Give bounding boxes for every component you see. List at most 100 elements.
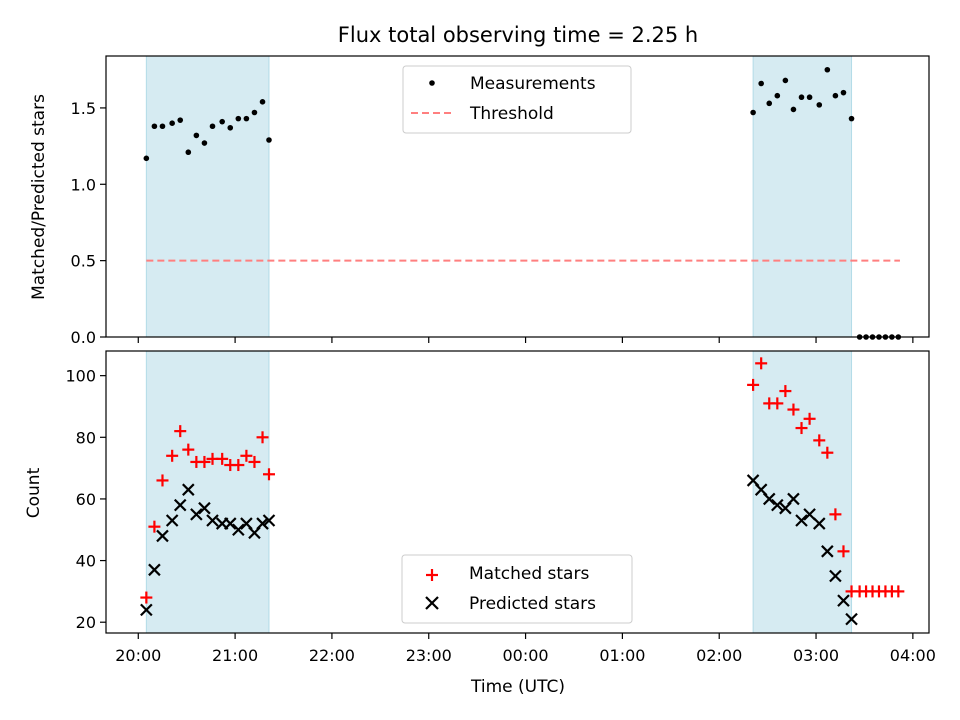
x-stroke [190, 508, 203, 521]
predicted-star-point [165, 514, 179, 527]
measurement-point [201, 140, 208, 146]
x-stroke [845, 612, 858, 626]
bottom-plot-frame [105, 350, 930, 634]
measurement-point [790, 106, 797, 113]
x-stroke [256, 517, 269, 530]
matched-star-point [166, 449, 179, 462]
measurement-point [151, 123, 158, 130]
x-stroke [165, 514, 179, 527]
measurement-point [806, 94, 813, 101]
top-axis-ticks: 0.0 0.5 1.0 1.5 [71, 99, 914, 347]
measurement-point [750, 109, 756, 116]
matched-star-point [248, 455, 261, 468]
x-stroke [754, 483, 768, 496]
matched-star-point [755, 357, 768, 370]
predicted-star-point [223, 517, 237, 530]
measurement-point [782, 77, 789, 84]
measurement-point [758, 80, 764, 87]
x-stroke [232, 523, 245, 537]
y-tick-label: 40 [76, 552, 96, 571]
legend-measurements-label: Measurements [470, 74, 596, 94]
legend-predicted-label: Predicted stars [469, 594, 596, 614]
predicted-star-point [787, 492, 800, 506]
bottom-axis-ticks: 20 40 60 80 100 20:00 21:00 22:00 23:00 00:00 01:0… [65, 367, 935, 665]
measurement-point [832, 92, 839, 99]
y-tick-label: 0.5 [71, 252, 96, 271]
measurement-point [143, 155, 150, 162]
x-stroke [821, 545, 834, 558]
predicted-star-point [837, 594, 850, 607]
top-y-axis-label: Matched/Predicted stars [29, 94, 49, 300]
measurement-point [169, 120, 175, 126]
x-stroke [140, 603, 153, 617]
top-legend-box [402, 65, 632, 134]
x-stroke [206, 514, 219, 527]
matched-star-point [787, 403, 800, 416]
x-stroke [746, 474, 760, 487]
measurement-point [766, 100, 773, 107]
measurement-point [227, 124, 234, 131]
measurement-point [824, 66, 831, 73]
x-tick-label: 01:00 [599, 646, 645, 665]
predicted-star-point [821, 545, 834, 558]
measurement-point [209, 123, 216, 130]
x-stroke [771, 498, 784, 512]
measurement-point [219, 118, 225, 125]
x-stroke [240, 517, 253, 530]
x-stroke [803, 508, 816, 521]
measurement-point [243, 115, 250, 122]
legend-matched-label: Matched stars [469, 564, 589, 584]
matched-star-point [148, 520, 161, 533]
y-tick-label: 100 [65, 367, 96, 386]
x-tick-label: 22:00 [309, 646, 355, 665]
predicted-star-point [198, 501, 211, 515]
top-legend: Measurements Threshold [402, 65, 632, 134]
matched-star-point [232, 459, 245, 472]
measurement-point [816, 102, 823, 108]
matched-star-point [892, 585, 905, 598]
measurement-point [259, 99, 266, 105]
x-tick-label: 21:00 [212, 646, 258, 665]
measurement-point [177, 117, 184, 123]
x-tick-label: 00:00 [503, 646, 549, 665]
predicted-star-point [182, 483, 195, 496]
measurement-point [266, 137, 272, 143]
x-tick-label: 04:00 [890, 646, 936, 665]
matched-star-point [216, 452, 229, 465]
bottom-y-axis-label: Count [24, 467, 44, 518]
predicted-star-point [829, 569, 842, 583]
bottom-legend-box [401, 554, 633, 624]
predicted-star-point [845, 612, 858, 626]
legend-measurements-marker [429, 80, 435, 86]
matched-star-point [174, 425, 187, 438]
matched-star-point [182, 443, 195, 456]
predicted-star-point [795, 514, 808, 527]
predicted-star-point [803, 508, 816, 521]
x-tick-label: 03:00 [793, 646, 839, 665]
measurement-point [251, 109, 258, 116]
matched-star-point [771, 397, 784, 410]
y-tick-label: 0.0 [71, 328, 96, 347]
count-panel: 20 40 60 80 100 20:00 21:00 22:00 23:00 00:00 01:0… [24, 350, 936, 697]
x-tick-label: 02:00 [696, 646, 742, 665]
predicted-star-point [262, 514, 276, 527]
x-stroke [262, 514, 276, 527]
measurement-points [143, 66, 902, 340]
legend-predicted-marker [425, 596, 439, 610]
predicted-star-point [190, 508, 203, 521]
matched-star-point [813, 434, 826, 447]
observing-windows [145, 350, 853, 634]
matched-star-point [198, 455, 211, 468]
predicted-star-point [256, 517, 269, 530]
x-stroke [795, 514, 808, 527]
y-tick-label: 1.5 [71, 99, 96, 118]
x-stroke [812, 517, 826, 530]
predicted-star-point [232, 523, 245, 537]
bottom-legend: Matched stars Predicted stars [401, 554, 633, 624]
matched-star-point [256, 431, 269, 444]
x-stroke [182, 483, 195, 496]
y-tick-label: 1.0 [71, 175, 96, 194]
predicted-star-point [140, 603, 153, 617]
y-tick-label: 60 [76, 490, 96, 509]
ratio-panel: 0.0 0.5 1.0 1.5 Matched/Predicted stars Mea… [29, 55, 930, 347]
